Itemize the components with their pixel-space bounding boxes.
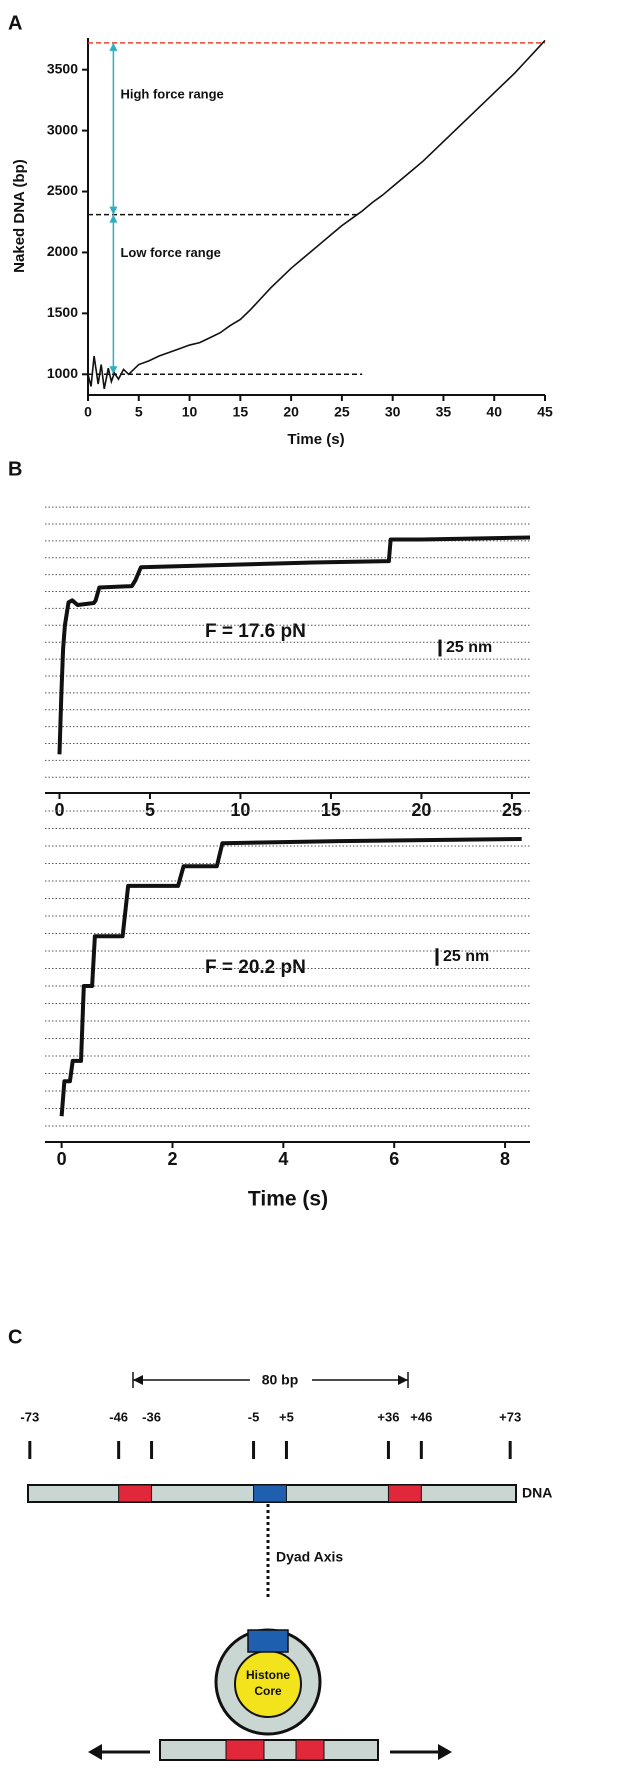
annotation: High force range	[120, 87, 223, 102]
x-tick-label: 25	[502, 800, 522, 820]
arrow-heads	[109, 42, 118, 375]
x-axis-label: Time (s)	[287, 431, 344, 448]
x-tick-label: 30	[385, 404, 401, 420]
y-tick-label: 2000	[47, 243, 78, 259]
diagram-shapes	[27, 1372, 517, 1761]
x-tick-label: 10	[182, 404, 198, 420]
trace	[59, 837, 522, 1117]
scale-bar-label: 25 nm	[443, 948, 489, 965]
x-tick-label: 15	[321, 800, 341, 820]
position-label: -36	[142, 1409, 161, 1424]
y-tick-label: 1500	[47, 304, 78, 320]
trace	[57, 535, 531, 755]
x-tick-label: 0	[54, 800, 64, 820]
panel-label: A	[8, 12, 22, 34]
x-tick-label: 10	[230, 800, 250, 820]
position-label: -46	[109, 1409, 128, 1424]
x-tick-label: 0	[57, 1149, 67, 1169]
position-label: -73	[20, 1409, 39, 1424]
x-tick-label: 4	[278, 1149, 288, 1169]
scale-bar-label: 25 nm	[446, 639, 492, 656]
x-tick-label: 5	[135, 404, 143, 420]
x-tick-label: 2	[167, 1149, 177, 1169]
dna-label: DNA	[522, 1485, 552, 1501]
y-tick-label: 1000	[47, 365, 78, 381]
x-tick-label: 8	[500, 1149, 510, 1169]
spacing-label: 80 bp	[262, 1372, 299, 1388]
annotation: F = 20.2 pN	[205, 957, 306, 978]
x-tick-label: 15	[233, 404, 249, 420]
x-tick-label: 6	[389, 1149, 399, 1169]
x-tick-label: 5	[145, 800, 155, 820]
binding-site	[253, 1484, 287, 1503]
annotation: Low force range	[120, 245, 220, 260]
y-axis-label: Naked DNA (bp)	[11, 159, 28, 273]
x-tick-label: 25	[334, 404, 350, 420]
panel-label: B	[8, 458, 22, 480]
x-tick-label: 20	[283, 404, 299, 420]
x-tick-label: 40	[486, 404, 502, 420]
y-tick-label: 3000	[47, 121, 78, 137]
x-tick-label: 35	[436, 404, 452, 420]
dyad-label: Dyad Axis	[276, 1549, 343, 1565]
position-label: -5	[248, 1409, 260, 1424]
core-label: Histone	[246, 1668, 290, 1682]
x-tick-label: 0	[84, 404, 92, 420]
annotation: F = 17.6 pN	[205, 621, 306, 642]
x-axis-label: Time (s)	[248, 1188, 328, 1211]
position-label: +36	[377, 1409, 399, 1424]
core-label: Core	[254, 1684, 282, 1698]
x-tick-label: 45	[537, 404, 553, 420]
panel-label: C	[8, 1326, 22, 1348]
binding-site	[387, 1484, 422, 1503]
position-label: +73	[499, 1409, 521, 1424]
binding-site	[118, 1484, 153, 1503]
y-tick-label: 2500	[47, 182, 78, 198]
y-tick-label: 3500	[47, 60, 78, 76]
x-tick-label: 20	[411, 800, 431, 820]
position-label: +46	[410, 1409, 432, 1424]
data-line	[87, 39, 546, 390]
position-label: +5	[279, 1409, 294, 1424]
